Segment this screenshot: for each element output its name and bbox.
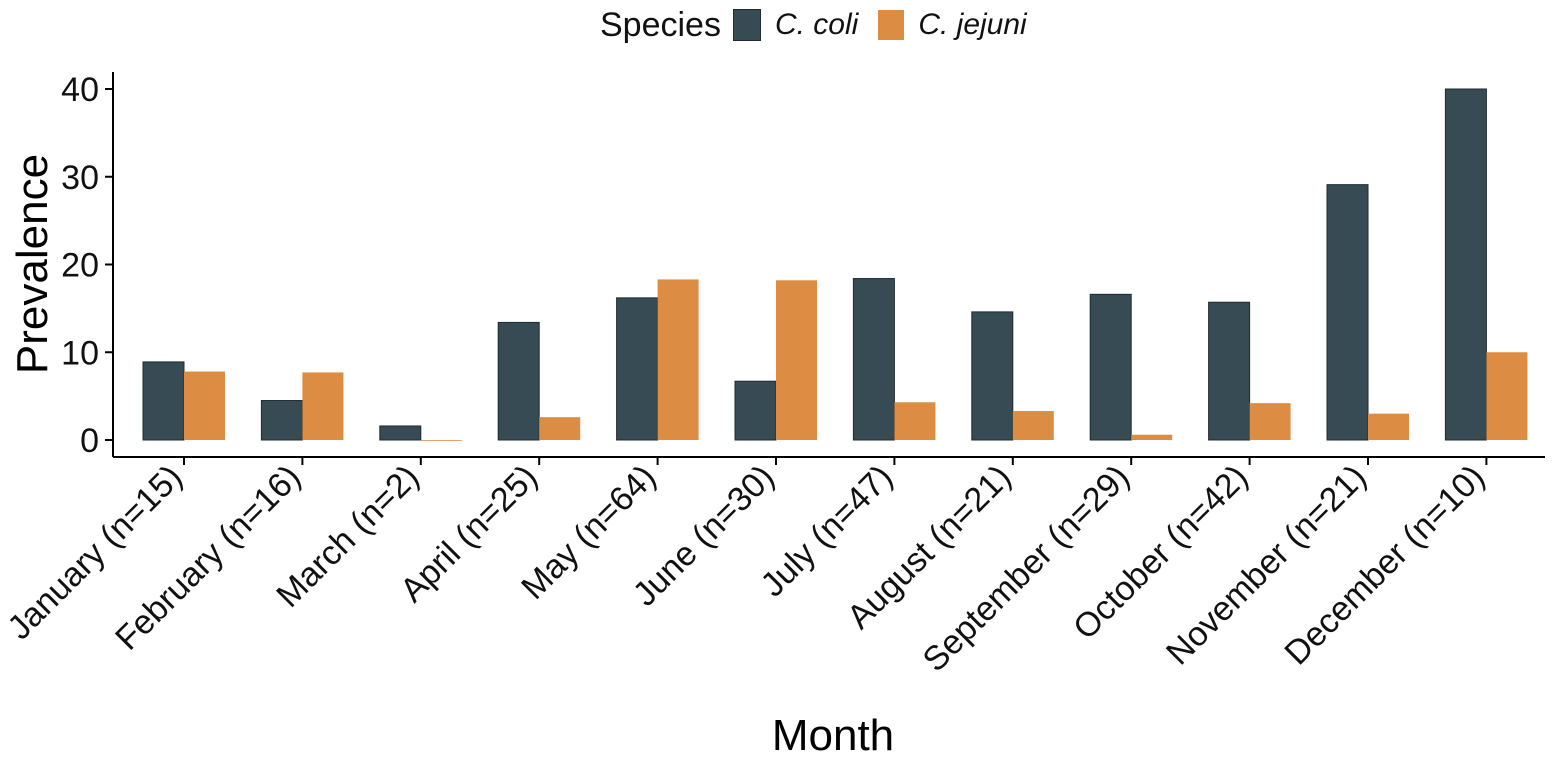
y-tick-label: 30 [61,159,99,197]
bar-c-coli-november [1326,184,1369,441]
y-tick-label: 0 [80,422,99,460]
bar-c-coli-june [734,380,777,441]
bar-c-jejuni-october [1249,403,1291,440]
x-tick-label: September (n=29) [916,458,1137,679]
bar-c-jejuni-april [539,417,581,440]
bar-c-coli-march [379,425,422,441]
legend-label-c-coli: C. coli [774,8,859,41]
bar-c-coli-july [852,278,895,441]
legend-label-c-jejuni: C. jejuni [918,8,1027,41]
bar-c-coli-september [1089,293,1132,441]
bar-c-coli-october [1208,301,1251,441]
y-tick-label: 40 [61,71,99,109]
legend: Species C. coli C. jejuni [600,2,1047,48]
bar-c-jejuni-july [894,402,936,440]
bar-c-coli-april [497,321,540,441]
legend-key-c-jejuni [878,10,905,40]
y-tick-label: 20 [61,247,99,285]
bar-c-jejuni-september [1131,434,1173,440]
bar-c-jejuni-march [420,440,462,441]
y-axis-title: Prevalence [8,154,57,374]
legend-key-c-coli [732,9,761,41]
bar-c-coli-january [142,361,185,441]
legend-title: Species [600,5,721,44]
bar-c-jejuni-june [776,280,817,440]
y-tick-label: 10 [61,334,99,372]
bar-c-jejuni-february [302,372,344,440]
bar-c-coli-february [260,400,303,441]
bar-c-jejuni-january [184,371,225,440]
bar-c-coli-december [1444,88,1487,441]
bar-c-coli-may [616,297,659,441]
bar-c-jejuni-december [1486,352,1528,440]
bar-c-jejuni-november [1368,413,1409,440]
x-tick-label: December (n=10) [1277,458,1492,673]
x-axis-title: Month [772,711,894,760]
bar-c-jejuni-may [657,279,699,440]
bar-c-jejuni-august [1012,411,1054,440]
x-tick-label: November (n=21) [1159,458,1374,673]
bar-c-coli-august [971,311,1014,441]
